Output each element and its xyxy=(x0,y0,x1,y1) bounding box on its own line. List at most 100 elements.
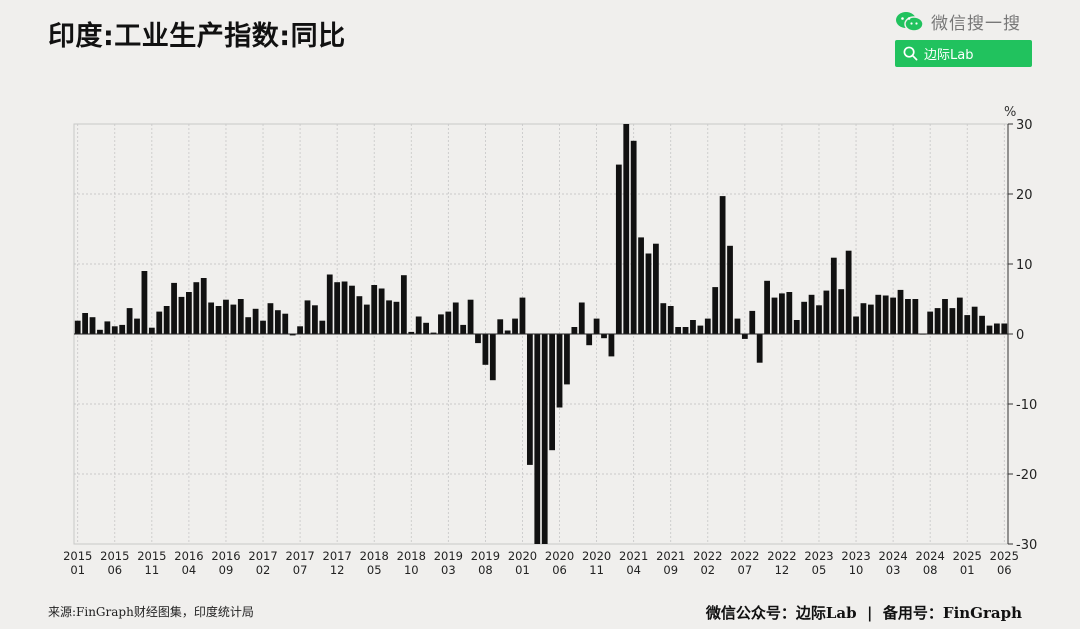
bar xyxy=(497,319,504,334)
x-tick-label-month: 07 xyxy=(293,563,308,577)
bar xyxy=(260,320,266,334)
x-tick-label-month: 06 xyxy=(997,563,1012,577)
bar xyxy=(697,325,704,334)
bar xyxy=(408,331,415,334)
bar xyxy=(141,271,148,334)
brand-text: 微信搜一搜 xyxy=(931,14,1021,34)
bar xyxy=(816,305,822,334)
x-tick-label-month: 10 xyxy=(849,563,864,577)
x-tick-label-year: 2024 xyxy=(878,549,907,563)
bar xyxy=(942,299,948,334)
x-tick-label-year: 2022 xyxy=(767,549,796,563)
bar xyxy=(341,281,348,334)
bar xyxy=(297,326,303,334)
bar xyxy=(586,334,593,346)
bar xyxy=(741,334,748,339)
bar xyxy=(356,296,363,334)
bar xyxy=(764,280,770,334)
x-tick-label-month: 06 xyxy=(552,563,567,577)
bar xyxy=(526,334,533,465)
x-tick-label-month: 01 xyxy=(960,563,975,577)
bar xyxy=(934,308,941,334)
x-tick-label-year: 2017 xyxy=(248,549,277,563)
bar xyxy=(615,164,622,334)
x-tick-label-month: 12 xyxy=(775,563,790,577)
bar xyxy=(326,274,333,334)
bar xyxy=(200,278,207,334)
x-tick-label-month: 04 xyxy=(182,563,197,577)
bar xyxy=(82,313,89,334)
bar xyxy=(134,318,140,334)
bar xyxy=(756,334,763,363)
x-tick-label-month: 03 xyxy=(441,563,456,577)
bar xyxy=(363,304,370,334)
bar xyxy=(571,327,578,334)
bar xyxy=(979,315,985,334)
chart-bars xyxy=(74,124,1008,544)
x-tick-label-year: 2020 xyxy=(545,549,574,563)
bar xyxy=(601,334,607,339)
bar xyxy=(504,330,511,334)
bar xyxy=(667,306,674,334)
x-tick-label-month: 09 xyxy=(219,563,234,577)
x-tick-label-month: 02 xyxy=(256,563,271,577)
bar xyxy=(808,294,815,334)
x-tick-label-year: 2021 xyxy=(656,549,685,563)
bar xyxy=(556,334,563,408)
bar xyxy=(230,304,237,334)
bar xyxy=(956,297,963,334)
bar xyxy=(1001,323,1008,334)
wechat-icon xyxy=(896,11,924,32)
bar xyxy=(126,308,133,334)
bar xyxy=(274,310,281,334)
x-tick-label-month: 02 xyxy=(700,563,715,577)
x-tick-label-year: 2020 xyxy=(582,549,611,563)
bar xyxy=(378,288,385,334)
chart-axes: 3020100-10-20-30201501201506201511201604… xyxy=(63,105,1037,577)
x-tick-label-month: 08 xyxy=(478,563,493,577)
bar xyxy=(89,317,96,334)
bar xyxy=(830,257,837,334)
x-tick-label-month: 11 xyxy=(145,563,160,577)
bar xyxy=(630,140,637,334)
x-tick-label-year: 2023 xyxy=(804,549,833,563)
bar xyxy=(867,304,874,334)
bar xyxy=(564,334,570,385)
bar xyxy=(638,237,644,334)
bar xyxy=(489,334,496,381)
bar xyxy=(541,334,548,544)
bar xyxy=(452,302,459,334)
y-tick-label: -30 xyxy=(1016,538,1037,553)
bar xyxy=(445,311,452,334)
bar xyxy=(949,308,956,334)
bar xyxy=(252,308,259,334)
x-tick-label-year: 2019 xyxy=(434,549,463,563)
x-tick-label-month: 08 xyxy=(923,563,938,577)
bar xyxy=(460,324,467,334)
x-tick-label-month: 06 xyxy=(107,563,122,577)
bar xyxy=(838,289,845,334)
bar xyxy=(430,332,437,334)
search-button-label: 边际Lab xyxy=(924,48,974,63)
x-tick-label-month: 04 xyxy=(626,563,641,577)
bar xyxy=(823,290,830,334)
bar xyxy=(512,318,518,334)
bar xyxy=(860,303,867,334)
bar xyxy=(793,320,800,334)
bar xyxy=(690,320,696,334)
bar xyxy=(964,315,971,334)
bar xyxy=(97,329,103,334)
bar xyxy=(853,316,859,334)
bar xyxy=(148,327,155,334)
bar xyxy=(304,300,311,334)
bar xyxy=(193,282,200,334)
source-note: 来源:FinGraph财经图集，印度统计局 xyxy=(48,605,254,619)
bar xyxy=(986,325,993,334)
search-button[interactable]: 边际Lab xyxy=(895,40,1032,67)
bar xyxy=(749,310,756,334)
x-tick-label-year: 2017 xyxy=(285,549,314,563)
bar xyxy=(875,294,882,334)
bar xyxy=(653,243,659,334)
bar xyxy=(74,320,81,334)
